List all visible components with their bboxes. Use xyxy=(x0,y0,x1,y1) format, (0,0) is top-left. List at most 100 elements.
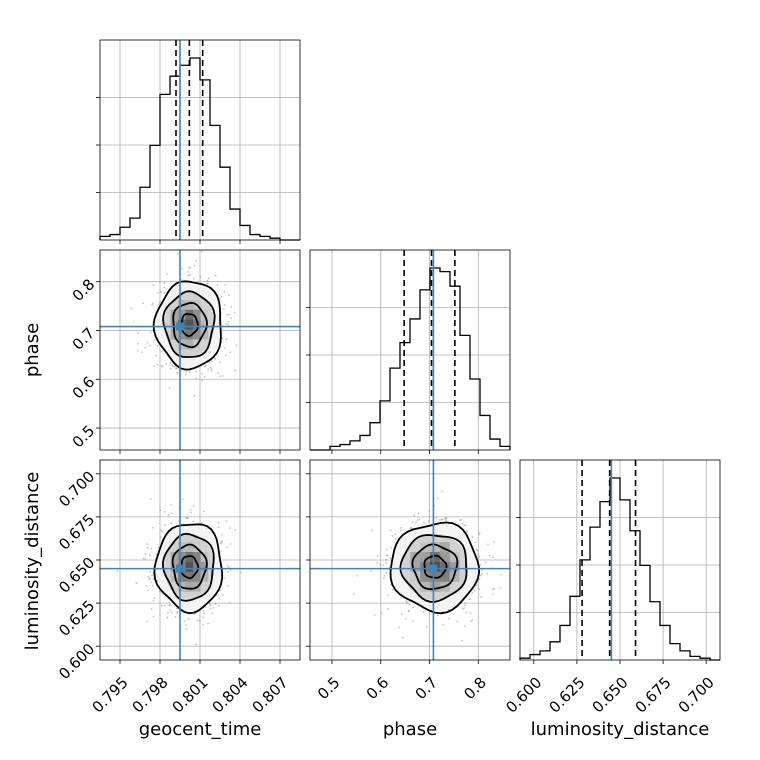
joint-geocent_time-phase-sample-point xyxy=(168,387,171,389)
joint-geocent_time-luminosity_distance-sample-point xyxy=(159,509,162,512)
joint-geocent_time-luminosity_distance-density-cell xyxy=(200,571,209,582)
joint-phase-luminosity_distance-sample-point xyxy=(391,534,394,537)
joint-phase-luminosity_distance-sample-point xyxy=(408,609,410,612)
joint-geocent_time-phase-sample-point xyxy=(142,302,145,305)
joint-geocent_time-luminosity_distance-density-cell xyxy=(185,542,194,552)
joint-geocent_time-phase-sample-point xyxy=(153,338,156,341)
joint-geocent_time-luminosity_distance-sample-point xyxy=(161,530,164,533)
xtick-label-phase: 0.6 xyxy=(363,673,393,703)
joint-phase-luminosity_distance-sample-point xyxy=(463,607,466,609)
joint-phase-luminosity_distance-sample-point xyxy=(382,564,385,567)
joint-phase-luminosity_distance-sample-point xyxy=(463,524,466,527)
joint-phase-luminosity_distance-density-cell xyxy=(429,542,440,552)
joint-geocent_time-luminosity_distance-density-cell xyxy=(178,552,186,562)
joint-phase-luminosity_distance-sample-point xyxy=(464,602,466,605)
joint-phase-luminosity_distance-sample-point xyxy=(385,572,388,574)
joint-geocent_time-luminosity_distance-sample-point xyxy=(153,597,156,600)
joint-geocent_time-phase-sample-point xyxy=(234,369,237,372)
xlabel-geocent-time: geocent_time xyxy=(139,719,262,740)
joint-phase-luminosity_distance-sample-point xyxy=(469,612,472,615)
xtick-label-luminosity_distance: 0.675 xyxy=(632,673,675,716)
joint-phase-luminosity_distance-sample-point xyxy=(405,601,408,603)
joint-geocent_time-luminosity_distance-plot-area xyxy=(100,460,300,660)
joint-phase-luminosity_distance-sample-point xyxy=(412,606,415,609)
joint-geocent_time-luminosity_distance-sample-point xyxy=(227,571,230,574)
joint-geocent_time-luminosity_distance-sample-point xyxy=(167,611,169,614)
joint-geocent_time-luminosity_distance-sample-point xyxy=(204,606,207,608)
joint-phase-luminosity_distance-contour xyxy=(399,534,468,603)
joint-geocent_time-phase-contour xyxy=(152,280,222,371)
joint-phase-luminosity_distance-sample-point xyxy=(389,557,392,560)
joint-phase-luminosity_distance-sample-point xyxy=(474,541,477,544)
joint-phase-luminosity_distance-density-cell xyxy=(420,571,430,582)
joint-phase-luminosity_distance-sample-point xyxy=(481,573,483,575)
joint-geocent_time-phase-sample-point xyxy=(225,354,228,357)
joint-geocent_time-luminosity_distance-sample-point xyxy=(152,526,154,529)
joint-geocent_time-luminosity_distance-density-cell xyxy=(185,581,194,592)
joint-phase-luminosity_distance-sample-point xyxy=(417,512,420,515)
joint-phase-luminosity_distance-density-cell xyxy=(439,561,450,572)
joint-geocent_time-phase-sample-point xyxy=(169,361,172,364)
joint-phase-luminosity_distance-density-cell xyxy=(439,571,450,582)
ylabel-phase: phase xyxy=(22,323,43,377)
joint-phase-luminosity_distance-sample-point xyxy=(471,536,474,538)
joint-geocent_time-luminosity_distance-sample-point xyxy=(218,604,220,607)
joint-phase-luminosity_distance-sample-point xyxy=(413,514,416,517)
joint-geocent_time-luminosity_distance-sample-point xyxy=(147,575,149,578)
joint-phase-luminosity_distance-sample-point xyxy=(484,561,487,564)
joint-geocent_time-phase-sample-point xyxy=(184,373,187,376)
joint-geocent_time-luminosity_distance-density-cell xyxy=(185,561,194,572)
joint-geocent_time-luminosity_distance-sample-point xyxy=(221,540,223,543)
joint-geocent_time-phase-density-cell xyxy=(185,329,194,340)
joint-geocent_time-phase-sample-point xyxy=(160,291,162,293)
joint-phase-luminosity_distance-sample-point xyxy=(385,548,388,551)
joint-geocent_time-phase-sample-point xyxy=(165,362,168,365)
joint-geocent_time-phase-sample-point xyxy=(171,365,174,368)
joint-geocent_time-phase-sample-point xyxy=(222,307,225,310)
joint-geocent_time-luminosity_distance-density-cell xyxy=(193,561,201,572)
joint-geocent_time-luminosity_distance-sample-point xyxy=(159,536,162,539)
joint-geocent_time-phase-sample-point xyxy=(210,368,213,370)
joint-geocent_time-luminosity_distance-sample-point xyxy=(146,543,149,545)
joint-phase-luminosity_distance-sample-point xyxy=(500,573,503,576)
joint-geocent_time-phase-sample-point xyxy=(230,317,232,319)
joint-geocent_time-luminosity_distance-truth-marker xyxy=(176,564,184,573)
joint-phase-luminosity_distance-density-cell xyxy=(449,561,460,572)
joint-geocent_time-luminosity_distance-sample-point xyxy=(214,603,217,606)
ytick-label-phase: 0.8 xyxy=(69,275,99,305)
joint-geocent_time-phase-sample-point xyxy=(157,303,160,306)
joint-geocent_time-luminosity_distance-sample-point xyxy=(187,618,190,620)
ytick-label-luminosity_distance: 0.600 xyxy=(55,640,98,683)
joint-geocent_time-phase-sample-point xyxy=(221,337,224,340)
joint-phase-luminosity_distance-sample-point xyxy=(416,519,419,522)
joint-geocent_time-luminosity_distance-sample-point xyxy=(220,533,223,536)
marginal-luminosity_distance-histogram xyxy=(519,477,720,661)
joint-phase-luminosity_distance-sample-point xyxy=(428,509,431,512)
xtick-label-geocent_time: 0.798 xyxy=(129,673,172,716)
joint-geocent_time-phase-sample-point xyxy=(195,370,197,373)
marginal-geocent_time-histogram xyxy=(99,57,300,241)
joint-geocent_time-luminosity_distance-sample-point xyxy=(158,590,161,593)
joint-geocent_time-phase-sample-point xyxy=(220,295,223,298)
ytick-label-luminosity_distance: 0.700 xyxy=(55,467,98,510)
joint-phase-luminosity_distance-sample-point xyxy=(412,620,414,622)
joint-geocent_time-phase-sample-point xyxy=(169,367,172,370)
joint-geocent_time-phase-sample-point xyxy=(211,360,213,363)
joint-geocent_time-phase-sample-point xyxy=(177,252,179,255)
joint-geocent_time-phase-density-cell xyxy=(185,339,194,350)
joint-geocent_time-luminosity_distance-sample-point xyxy=(187,517,190,520)
joint-geocent_time-luminosity_distance-sample-point xyxy=(148,554,151,557)
joint-geocent_time-phase-sample-point xyxy=(221,375,224,377)
joint-geocent_time-phase-sample-point xyxy=(199,275,202,278)
joint-phase-luminosity_distance-sample-point xyxy=(383,575,386,577)
ylabel-luminosity-distance: luminosity_distance xyxy=(22,472,43,651)
joint-geocent_time-luminosity_distance-sample-point xyxy=(185,627,188,630)
joint-geocent_time-phase-sample-point xyxy=(206,282,209,285)
joint-geocent_time-phase-sample-point xyxy=(208,361,211,364)
joint-geocent_time-luminosity_distance-sample-point xyxy=(169,603,171,606)
joint-geocent_time-luminosity_distance-sample-point xyxy=(150,547,153,550)
joint-phase-luminosity_distance-sample-point xyxy=(493,540,495,543)
joint-geocent_time-luminosity_distance-sample-point xyxy=(170,522,173,524)
joint-phase-luminosity_distance-sample-point xyxy=(468,598,471,601)
